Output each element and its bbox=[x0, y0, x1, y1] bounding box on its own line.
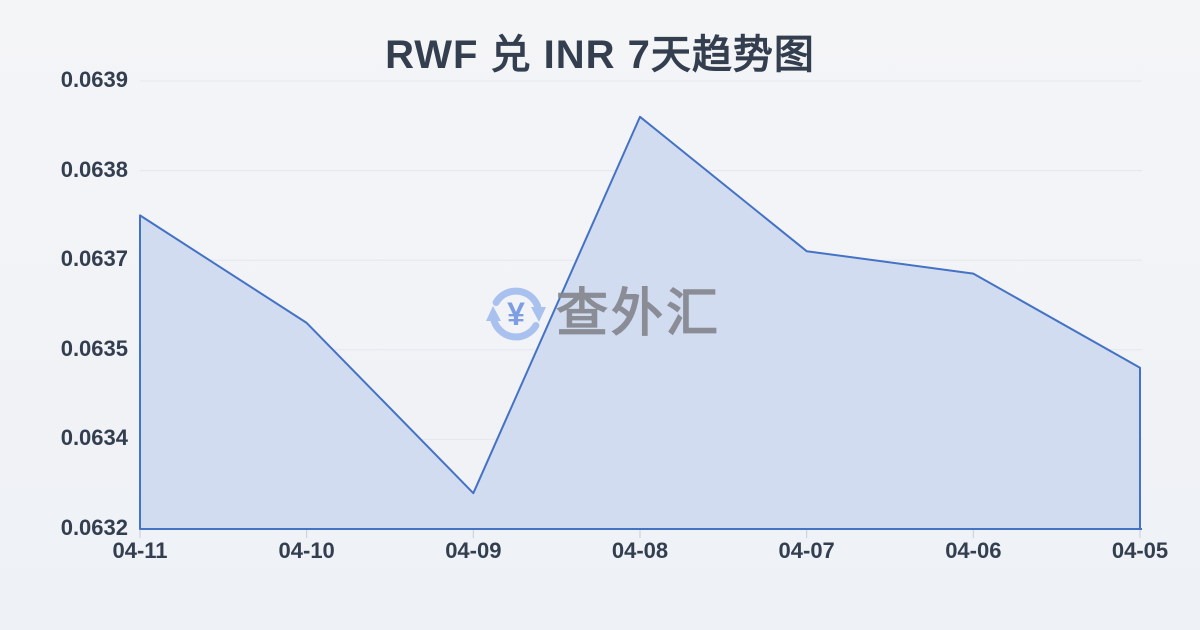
chart-title: RWF 兑 INR 7天趋势图 bbox=[385, 33, 815, 77]
x-axis-label: 04-07 bbox=[778, 538, 835, 563]
y-axis-label: 0.0635 bbox=[60, 335, 128, 361]
x-axis-label: 04-06 bbox=[945, 538, 1002, 563]
x-axis-label: 04-09 bbox=[445, 538, 502, 563]
y-axis-label: 0.0632 bbox=[60, 515, 128, 540]
x-axis-label: 04-05 bbox=[1111, 538, 1169, 563]
y-axis-label: 0.0638 bbox=[60, 156, 128, 182]
area-series bbox=[139, 115, 1141, 530]
y-axis-label: 0.0639 bbox=[60, 67, 128, 92]
x-axis-label: 04-10 bbox=[278, 538, 335, 563]
x-axis-label: 04-08 bbox=[611, 538, 669, 563]
y-axis-label: 0.0634 bbox=[60, 425, 128, 451]
x-axis-label: 04-11 bbox=[112, 538, 168, 563]
y-axis-label: 0.0637 bbox=[60, 246, 128, 272]
